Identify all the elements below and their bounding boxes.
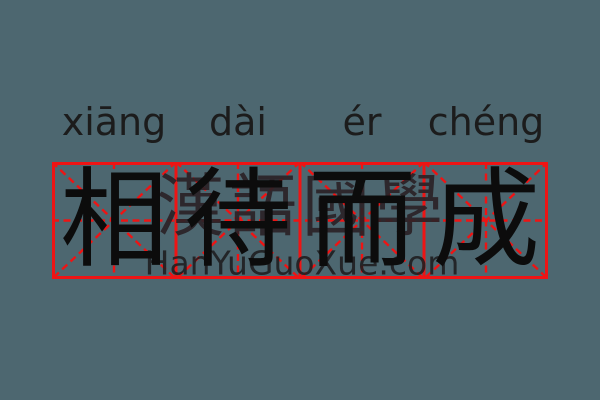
pinyin-syllable-4: chéng: [427, 100, 545, 144]
watermark-site-url: HanYuGuoXue.com: [144, 243, 460, 283]
grid-cell-4: 成: [424, 162, 548, 279]
hanzi-char-3: 而: [307, 157, 416, 283]
watermark-hanzi-text: 漢語國學: [155, 168, 449, 247]
hanzi-char-1: 相: [59, 157, 168, 283]
hanzi-row: 相 待 而 成: [52, 162, 548, 279]
grid-cell-1: 相: [52, 162, 176, 279]
tianzige-grid: 相 待 而 成: [52, 162, 548, 279]
grid-cell-2: 待: [176, 162, 300, 279]
hanzi-char-4: 成: [431, 157, 540, 283]
grid-lines-svg: [52, 162, 548, 279]
hanzi-char-2: 待: [183, 157, 292, 283]
grid-cell-3: 而: [300, 162, 424, 279]
pinyin-syllable-3: ér: [342, 100, 382, 144]
pinyin-syllable-2: dài: [209, 100, 267, 144]
pinyin-syllable-1: xiāng: [61, 100, 167, 144]
